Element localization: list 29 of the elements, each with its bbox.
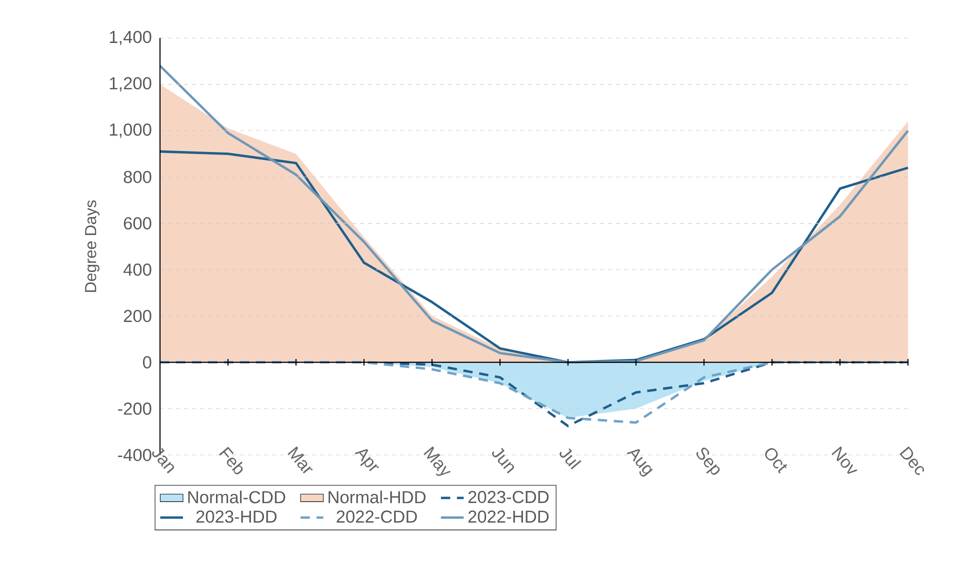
y-axis-title: Degree Days	[85, 200, 100, 292]
x-tick-label: Feb	[219, 446, 243, 474]
x-tick-label: Aug	[626, 448, 653, 477]
y-tick-label: 400	[123, 264, 152, 276]
x-tick-label: Oct	[765, 448, 788, 474]
x-tick-label: Jul	[560, 448, 582, 470]
y-tick-label: 800	[124, 170, 152, 184]
y-tick-label: 1,000	[110, 123, 152, 138]
y-tick-label: 200	[124, 310, 152, 322]
x-tick-label: Dec	[900, 446, 924, 475]
y-tick-label: -200	[118, 402, 152, 415]
x-tick-label: Nov	[832, 446, 858, 474]
legend-label: 2022-HDD	[468, 510, 549, 523]
line-series	[158, 150, 910, 364]
y-tick-label: 0	[142, 356, 152, 368]
legend-label: Normal-CDD	[188, 490, 286, 504]
x-tick-label: Jan	[152, 448, 174, 474]
legend-label: 2023-CDD	[468, 490, 549, 504]
x-tick-label: Apr	[354, 448, 379, 472]
legend-label: Normal-HDD	[328, 490, 426, 504]
x-tick-label: Sep	[696, 448, 720, 475]
legend-label: 2023-HDD	[196, 510, 277, 523]
legend-label: 2022-CDD	[336, 510, 417, 523]
x-tick-label: Mar	[288, 446, 313, 474]
y-tick-label: -400	[118, 448, 152, 462]
y-tick-label: 1,400	[110, 30, 152, 46]
y-tick-label: 1,200	[110, 77, 152, 92]
x-tick-label: Jun	[492, 448, 514, 474]
y-tick-label: 600	[124, 217, 152, 230]
